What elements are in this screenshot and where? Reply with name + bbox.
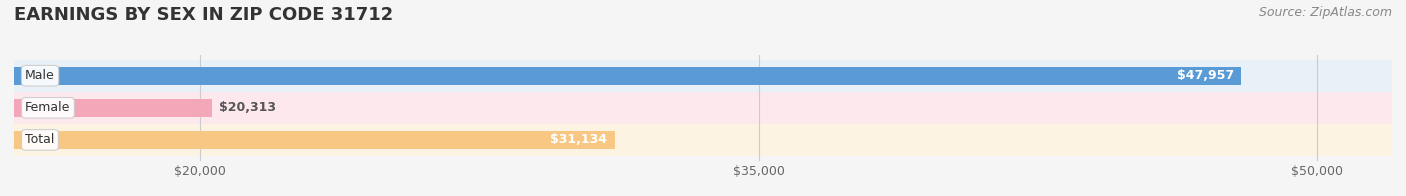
Text: Source: ZipAtlas.com: Source: ZipAtlas.com — [1258, 6, 1392, 19]
Text: $31,134: $31,134 — [550, 133, 607, 146]
Bar — [14, 131, 614, 149]
Bar — [14, 92, 1392, 124]
Text: $20,313: $20,313 — [219, 101, 277, 114]
Bar — [14, 67, 1241, 84]
Bar — [14, 124, 1392, 156]
Text: Female: Female — [25, 101, 70, 114]
Bar — [14, 99, 212, 117]
Text: Total: Total — [25, 133, 55, 146]
Text: $47,957: $47,957 — [1177, 69, 1234, 82]
Text: EARNINGS BY SEX IN ZIP CODE 31712: EARNINGS BY SEX IN ZIP CODE 31712 — [14, 6, 394, 24]
Text: Male: Male — [25, 69, 55, 82]
Bar — [14, 60, 1392, 92]
